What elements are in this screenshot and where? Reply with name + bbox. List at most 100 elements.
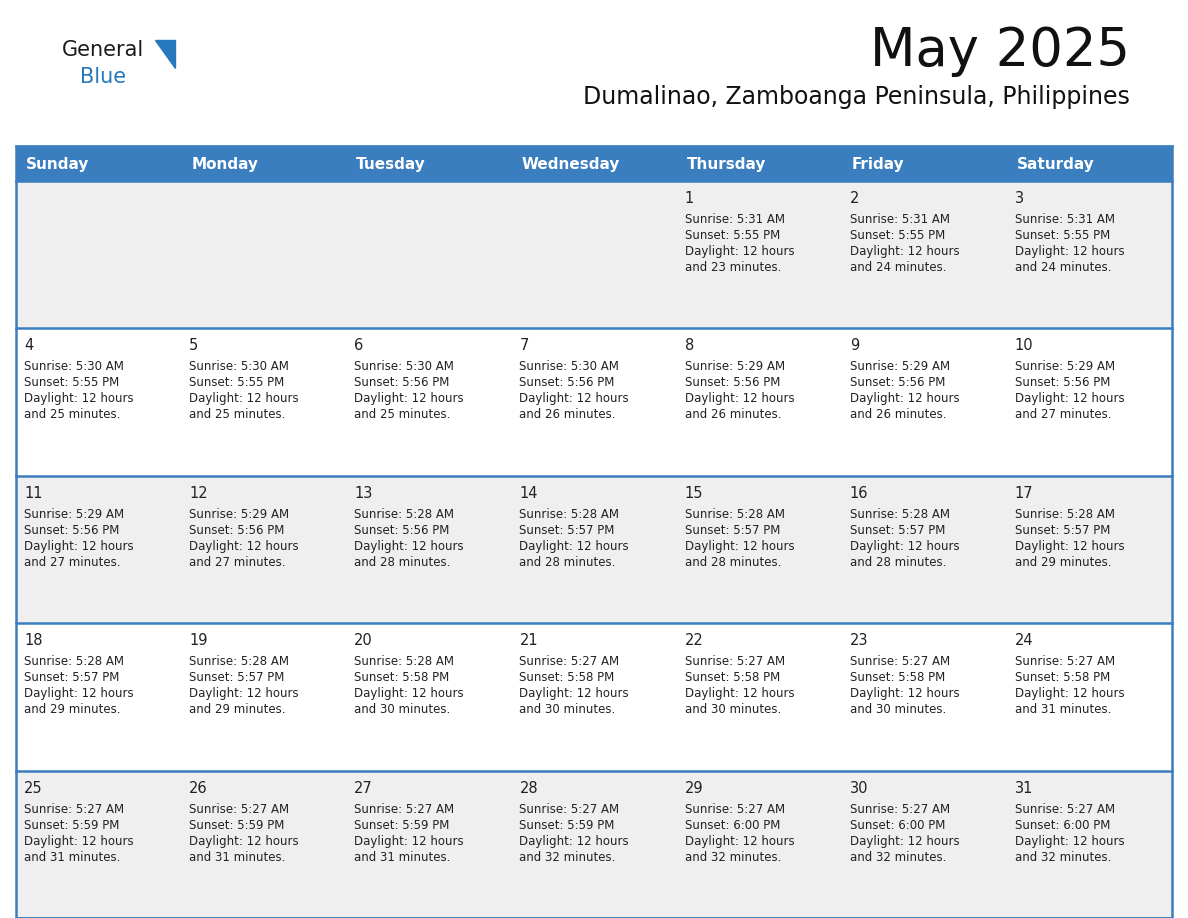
Text: 21: 21 xyxy=(519,633,538,648)
Text: Sunrise: 5:30 AM: Sunrise: 5:30 AM xyxy=(24,361,124,374)
Text: Daylight: 12 hours: Daylight: 12 hours xyxy=(1015,392,1125,406)
Text: Sunset: 5:58 PM: Sunset: 5:58 PM xyxy=(1015,671,1110,684)
Text: 1: 1 xyxy=(684,191,694,206)
Text: Tuesday: Tuesday xyxy=(356,157,426,172)
Text: 10: 10 xyxy=(1015,339,1034,353)
Bar xyxy=(15,181,1173,329)
Text: 6: 6 xyxy=(354,339,364,353)
Text: and 30 minutes.: and 30 minutes. xyxy=(354,703,450,716)
Text: and 23 minutes.: and 23 minutes. xyxy=(684,261,781,274)
Text: Sunrise: 5:28 AM: Sunrise: 5:28 AM xyxy=(24,655,124,668)
Text: Sunset: 5:57 PM: Sunset: 5:57 PM xyxy=(849,524,946,537)
Text: Sunset: 5:58 PM: Sunset: 5:58 PM xyxy=(519,671,614,684)
Text: Daylight: 12 hours: Daylight: 12 hours xyxy=(849,540,960,553)
Bar xyxy=(15,148,1173,181)
Text: and 26 minutes.: and 26 minutes. xyxy=(849,409,946,421)
Text: Daylight: 12 hours: Daylight: 12 hours xyxy=(354,834,463,847)
Text: and 27 minutes.: and 27 minutes. xyxy=(24,555,120,569)
Text: and 32 minutes.: and 32 minutes. xyxy=(684,851,781,864)
Text: Sunrise: 5:29 AM: Sunrise: 5:29 AM xyxy=(1015,361,1116,374)
Text: 31: 31 xyxy=(1015,780,1034,796)
Text: 3: 3 xyxy=(1015,191,1024,206)
Text: Dumalinao, Zamboanga Peninsula, Philippines: Dumalinao, Zamboanga Peninsula, Philippi… xyxy=(583,85,1130,109)
Text: Sunset: 5:56 PM: Sunset: 5:56 PM xyxy=(189,524,284,537)
Text: 29: 29 xyxy=(684,780,703,796)
Text: Sunset: 5:59 PM: Sunset: 5:59 PM xyxy=(519,819,615,832)
Text: and 27 minutes.: and 27 minutes. xyxy=(1015,409,1111,421)
Text: Sunrise: 5:29 AM: Sunrise: 5:29 AM xyxy=(849,361,950,374)
Text: and 28 minutes.: and 28 minutes. xyxy=(354,555,450,569)
Text: Daylight: 12 hours: Daylight: 12 hours xyxy=(24,834,133,847)
Text: and 31 minutes.: and 31 minutes. xyxy=(354,851,450,864)
Text: Sunset: 5:56 PM: Sunset: 5:56 PM xyxy=(1015,376,1111,389)
Text: Sunrise: 5:27 AM: Sunrise: 5:27 AM xyxy=(684,802,785,815)
Text: Sunset: 5:55 PM: Sunset: 5:55 PM xyxy=(849,229,944,242)
Text: Sunrise: 5:31 AM: Sunrise: 5:31 AM xyxy=(1015,213,1114,226)
Text: 15: 15 xyxy=(684,486,703,501)
Text: Sunset: 6:00 PM: Sunset: 6:00 PM xyxy=(684,819,781,832)
Bar xyxy=(15,623,1173,770)
Text: Sunrise: 5:31 AM: Sunrise: 5:31 AM xyxy=(684,213,784,226)
Text: 13: 13 xyxy=(354,486,373,501)
Text: Sunset: 5:57 PM: Sunset: 5:57 PM xyxy=(684,524,781,537)
Text: Daylight: 12 hours: Daylight: 12 hours xyxy=(24,688,133,700)
Text: and 24 minutes.: and 24 minutes. xyxy=(1015,261,1111,274)
Text: Daylight: 12 hours: Daylight: 12 hours xyxy=(684,392,795,406)
Text: Sunrise: 5:30 AM: Sunrise: 5:30 AM xyxy=(354,361,454,374)
Text: Thursday: Thursday xyxy=(687,157,766,172)
Bar xyxy=(15,148,1173,918)
Text: and 32 minutes.: and 32 minutes. xyxy=(849,851,946,864)
Text: Daylight: 12 hours: Daylight: 12 hours xyxy=(24,540,133,553)
Text: 17: 17 xyxy=(1015,486,1034,501)
Text: and 29 minutes.: and 29 minutes. xyxy=(1015,555,1111,569)
Text: Sunrise: 5:27 AM: Sunrise: 5:27 AM xyxy=(684,655,785,668)
Text: Sunset: 5:55 PM: Sunset: 5:55 PM xyxy=(189,376,284,389)
Text: Monday: Monday xyxy=(191,157,258,172)
Text: 19: 19 xyxy=(189,633,208,648)
Text: and 27 minutes.: and 27 minutes. xyxy=(189,555,285,569)
Text: 2: 2 xyxy=(849,191,859,206)
Text: Sunset: 5:56 PM: Sunset: 5:56 PM xyxy=(354,524,450,537)
Text: Daylight: 12 hours: Daylight: 12 hours xyxy=(519,392,630,406)
Text: Daylight: 12 hours: Daylight: 12 hours xyxy=(189,392,298,406)
Text: 27: 27 xyxy=(354,780,373,796)
Text: and 29 minutes.: and 29 minutes. xyxy=(189,703,285,716)
Text: 11: 11 xyxy=(24,486,43,501)
Text: Sunrise: 5:27 AM: Sunrise: 5:27 AM xyxy=(1015,802,1116,815)
Text: 25: 25 xyxy=(24,780,43,796)
Text: Daylight: 12 hours: Daylight: 12 hours xyxy=(354,688,463,700)
Text: Sunset: 6:00 PM: Sunset: 6:00 PM xyxy=(1015,819,1111,832)
Text: Sunset: 5:56 PM: Sunset: 5:56 PM xyxy=(354,376,450,389)
Text: Sunset: 5:56 PM: Sunset: 5:56 PM xyxy=(24,524,119,537)
Text: Daylight: 12 hours: Daylight: 12 hours xyxy=(684,834,795,847)
Text: Sunset: 5:59 PM: Sunset: 5:59 PM xyxy=(189,819,284,832)
Text: Daylight: 12 hours: Daylight: 12 hours xyxy=(189,688,298,700)
Text: Sunset: 5:57 PM: Sunset: 5:57 PM xyxy=(24,671,119,684)
Text: Daylight: 12 hours: Daylight: 12 hours xyxy=(1015,834,1125,847)
Text: and 31 minutes.: and 31 minutes. xyxy=(24,851,120,864)
Text: Blue: Blue xyxy=(80,67,126,87)
Text: Sunset: 5:58 PM: Sunset: 5:58 PM xyxy=(849,671,944,684)
Text: and 31 minutes.: and 31 minutes. xyxy=(189,851,285,864)
Text: Sunset: 5:59 PM: Sunset: 5:59 PM xyxy=(24,819,119,832)
Text: 23: 23 xyxy=(849,633,868,648)
Text: and 26 minutes.: and 26 minutes. xyxy=(684,409,781,421)
Bar xyxy=(15,476,1173,623)
Text: 24: 24 xyxy=(1015,633,1034,648)
Text: Daylight: 12 hours: Daylight: 12 hours xyxy=(24,392,133,406)
Text: 5: 5 xyxy=(189,339,198,353)
Text: 9: 9 xyxy=(849,339,859,353)
Text: Sunset: 5:58 PM: Sunset: 5:58 PM xyxy=(354,671,449,684)
Text: and 28 minutes.: and 28 minutes. xyxy=(519,555,615,569)
Text: Daylight: 12 hours: Daylight: 12 hours xyxy=(189,540,298,553)
Text: Sunset: 5:56 PM: Sunset: 5:56 PM xyxy=(519,376,615,389)
Text: Saturday: Saturday xyxy=(1017,157,1094,172)
Text: Daylight: 12 hours: Daylight: 12 hours xyxy=(519,834,630,847)
Text: and 25 minutes.: and 25 minutes. xyxy=(354,409,450,421)
Text: and 30 minutes.: and 30 minutes. xyxy=(684,703,781,716)
Text: 30: 30 xyxy=(849,780,868,796)
Text: and 32 minutes.: and 32 minutes. xyxy=(1015,851,1111,864)
Text: Sunrise: 5:28 AM: Sunrise: 5:28 AM xyxy=(189,655,289,668)
Text: Sunset: 5:57 PM: Sunset: 5:57 PM xyxy=(189,671,284,684)
Text: Daylight: 12 hours: Daylight: 12 hours xyxy=(684,540,795,553)
